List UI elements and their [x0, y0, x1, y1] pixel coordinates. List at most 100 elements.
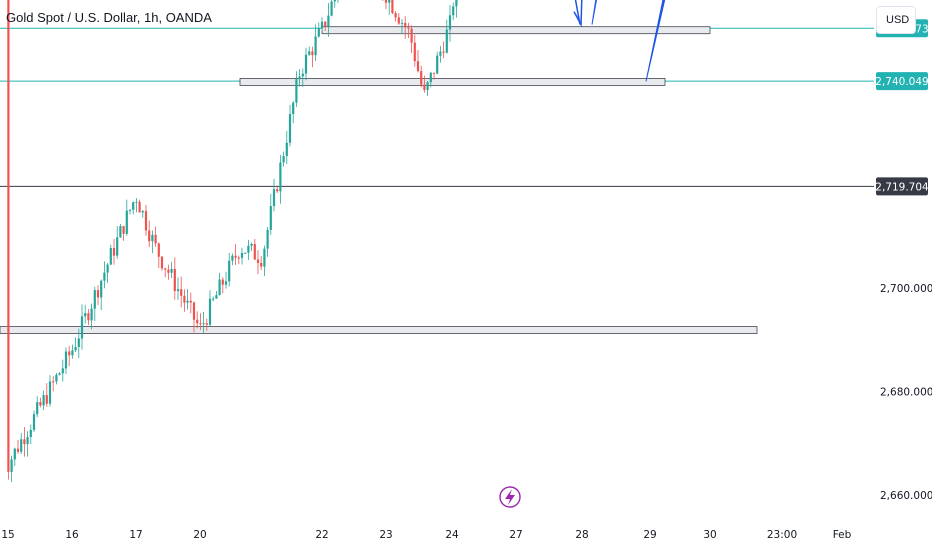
candle-body — [272, 189, 276, 207]
candlesticks — [7, 0, 458, 483]
candle-body — [180, 289, 183, 296]
candle-body — [256, 259, 260, 264]
candle-body — [301, 73, 304, 77]
candle-body — [455, 0, 458, 7]
candle-body — [327, 15, 330, 27]
candle-body — [324, 21, 327, 27]
candle-body — [304, 54, 308, 74]
candle-body — [282, 156, 285, 163]
price-label — [876, 72, 928, 91]
candle-body — [196, 319, 199, 324]
candle-body — [148, 230, 151, 242]
price-zones — [0, 26, 758, 334]
candle-body — [314, 36, 317, 56]
candle-body — [205, 323, 208, 325]
candle-body — [164, 268, 167, 270]
events-marker[interactable] — [499, 486, 521, 508]
x-tick-label: 28 — [575, 529, 588, 541]
candle-body — [7, 0, 10, 472]
candle-body — [263, 248, 266, 267]
candle-body — [308, 51, 311, 55]
lightning-icon-bolt — [505, 489, 515, 505]
candle-body — [189, 300, 192, 303]
candle-body — [80, 316, 84, 339]
candle-body — [218, 279, 221, 296]
candle-body — [90, 308, 93, 321]
x-tick-label: 23 — [379, 529, 392, 541]
projection-arrow-up — [645, 0, 666, 82]
y-tick-label: 2,660.000 — [880, 490, 932, 502]
candle-body — [384, 0, 388, 3]
candle-body — [416, 61, 420, 72]
candle-body — [128, 209, 132, 211]
candle-body — [330, 1, 333, 16]
candle-body — [151, 234, 154, 242]
candle-body — [391, 0, 394, 14]
candle-body — [208, 298, 212, 325]
currency-button[interactable]: USD — [876, 6, 916, 34]
chart-title: Gold Spot / U.S. Dollar, 1h, OANDA — [6, 10, 212, 25]
candle-body — [119, 226, 122, 238]
candle-body — [26, 436, 29, 445]
candle-body — [333, 0, 336, 2]
x-tick-label: 16 — [65, 529, 79, 541]
candle-body — [39, 402, 42, 406]
candle-body — [36, 402, 39, 415]
candle-body — [154, 234, 157, 244]
candle-body — [228, 260, 231, 282]
candle-body — [74, 346, 77, 351]
price-label-text: 2,740.049 — [875, 76, 928, 88]
candle-body — [400, 22, 404, 24]
candle-body — [260, 263, 263, 267]
price-label — [876, 177, 928, 196]
candle-body — [237, 257, 240, 259]
candle-body — [64, 351, 68, 369]
candle-body — [311, 51, 314, 56]
projection-arrow-up — [591, 0, 598, 25]
x-tick-label: 29 — [643, 529, 656, 541]
price-axis[interactable]: 2,780.8082,770.885XAUUSD2,770.0272,750.2… — [830, 0, 932, 502]
x-tick-label: 15 — [1, 529, 14, 541]
candle-body — [279, 162, 282, 192]
x-tick-label: 17 — [129, 529, 142, 541]
candle-body — [212, 298, 215, 300]
candle-body — [160, 256, 164, 269]
candle-body — [266, 229, 269, 249]
candle-body — [93, 290, 96, 309]
time-axis[interactable]: 15 16 17 20 22 23 24 27 28 29 30 23:00 Feb — [1, 529, 851, 541]
projection-zigzag — [574, 0, 581, 25]
x-tick-label: 22 — [315, 529, 328, 541]
candle-body — [320, 21, 324, 29]
candle-body — [42, 395, 45, 406]
price-label-text: 2,719.704 — [875, 181, 929, 193]
candle-body — [125, 210, 128, 234]
projection-drawing — [573, 0, 666, 82]
candle-body — [16, 448, 20, 452]
candle-body — [292, 102, 295, 115]
candle-body — [61, 368, 64, 374]
candle-body — [84, 313, 87, 317]
candle-body — [23, 439, 26, 445]
x-tick-label: 27 — [509, 529, 522, 541]
candle-body — [144, 211, 148, 231]
candle-body — [439, 51, 442, 56]
candle-body — [48, 381, 52, 404]
candle-body — [240, 252, 244, 258]
candle-body — [317, 28, 320, 37]
candle-body — [221, 279, 224, 285]
candle-body — [448, 15, 452, 30]
candle-body — [397, 17, 400, 24]
candle-body — [55, 374, 58, 382]
candle-body — [52, 381, 55, 383]
x-tick-label: 20 — [193, 529, 206, 541]
candle-body — [288, 114, 292, 143]
candle-body — [285, 142, 288, 157]
candle-body — [29, 429, 32, 437]
candle-body — [215, 295, 218, 299]
y-tick-label: 2,680.000 — [880, 387, 932, 399]
candle-body — [276, 189, 279, 192]
candle-body — [295, 79, 298, 103]
candle-body — [250, 244, 253, 246]
candle-body — [10, 459, 13, 472]
